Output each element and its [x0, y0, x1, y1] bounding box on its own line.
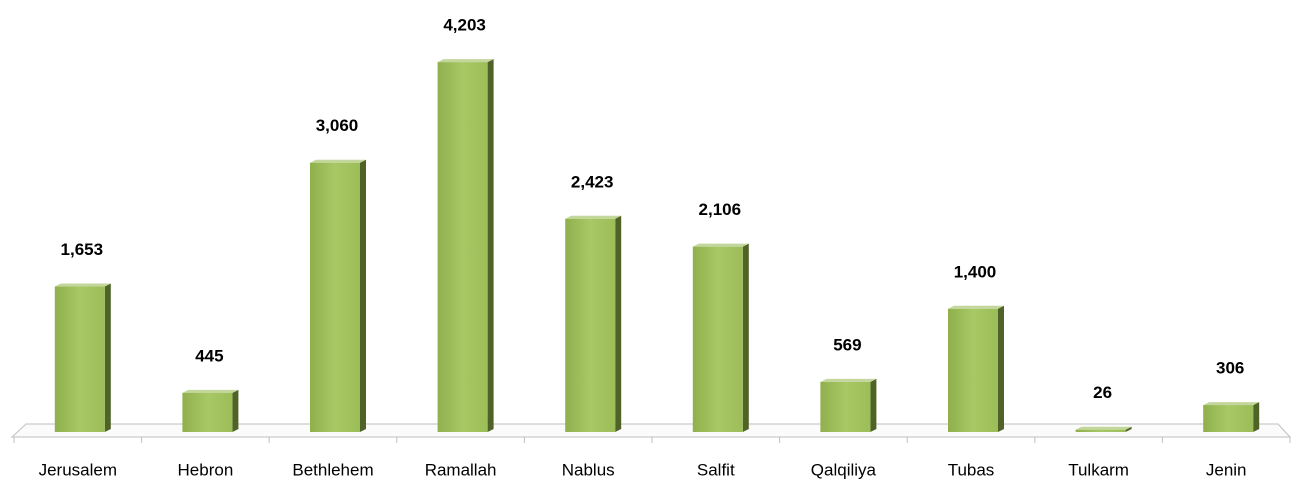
bar-top — [1075, 426, 1132, 430]
bar-side — [742, 243, 749, 432]
value-label: 1,653 — [61, 240, 104, 259]
bar — [948, 308, 998, 432]
bar — [1075, 429, 1126, 432]
value-label: 3,060 — [316, 116, 359, 135]
bar — [310, 162, 360, 432]
bar — [1203, 405, 1254, 432]
x-tick-label: Bethlehem — [292, 460, 373, 479]
bar — [182, 392, 233, 432]
bar-top — [1203, 402, 1260, 406]
x-tick-label: Tulkarm — [1068, 460, 1129, 479]
bar-top — [565, 215, 622, 219]
value-label: 1,400 — [954, 262, 997, 281]
bar-top — [310, 159, 366, 163]
x-tick-label: Jenin — [1206, 460, 1247, 479]
x-tick-label: Jerusalem — [39, 460, 117, 479]
value-label: 26 — [1093, 383, 1112, 402]
x-tick-label: Nablus — [562, 460, 615, 479]
bar-side — [998, 305, 1004, 432]
bar-top — [54, 283, 111, 287]
value-label: 2,423 — [571, 172, 614, 191]
bar-top — [820, 378, 877, 382]
bar-side — [104, 283, 111, 432]
bar-side — [615, 215, 622, 432]
x-tick-label: Ramallah — [425, 460, 497, 479]
value-label: 445 — [195, 346, 223, 365]
bar-top — [182, 389, 239, 393]
x-tick-label: Qalqiliya — [811, 460, 877, 479]
bar-side — [232, 389, 239, 432]
bar-side — [1253, 402, 1260, 432]
bar — [692, 246, 743, 432]
bar-side — [870, 378, 877, 432]
bar-top — [948, 305, 1004, 309]
value-label: 306 — [1216, 359, 1244, 378]
value-label: 2,106 — [699, 200, 742, 219]
value-label: 569 — [833, 335, 861, 354]
bar — [437, 62, 488, 433]
x-tick-label: Tubas — [948, 460, 995, 479]
bar-side — [1125, 426, 1132, 432]
bar — [565, 218, 616, 432]
value-label: 4,203 — [443, 16, 486, 35]
bar-side — [360, 159, 366, 432]
x-tick-label: Hebron — [178, 460, 234, 479]
bar — [54, 286, 105, 432]
x-tick-label: Salfit — [697, 460, 735, 479]
bar-side — [487, 59, 494, 433]
bar-top — [692, 243, 749, 247]
bar-top — [437, 59, 494, 63]
bar — [820, 381, 871, 432]
